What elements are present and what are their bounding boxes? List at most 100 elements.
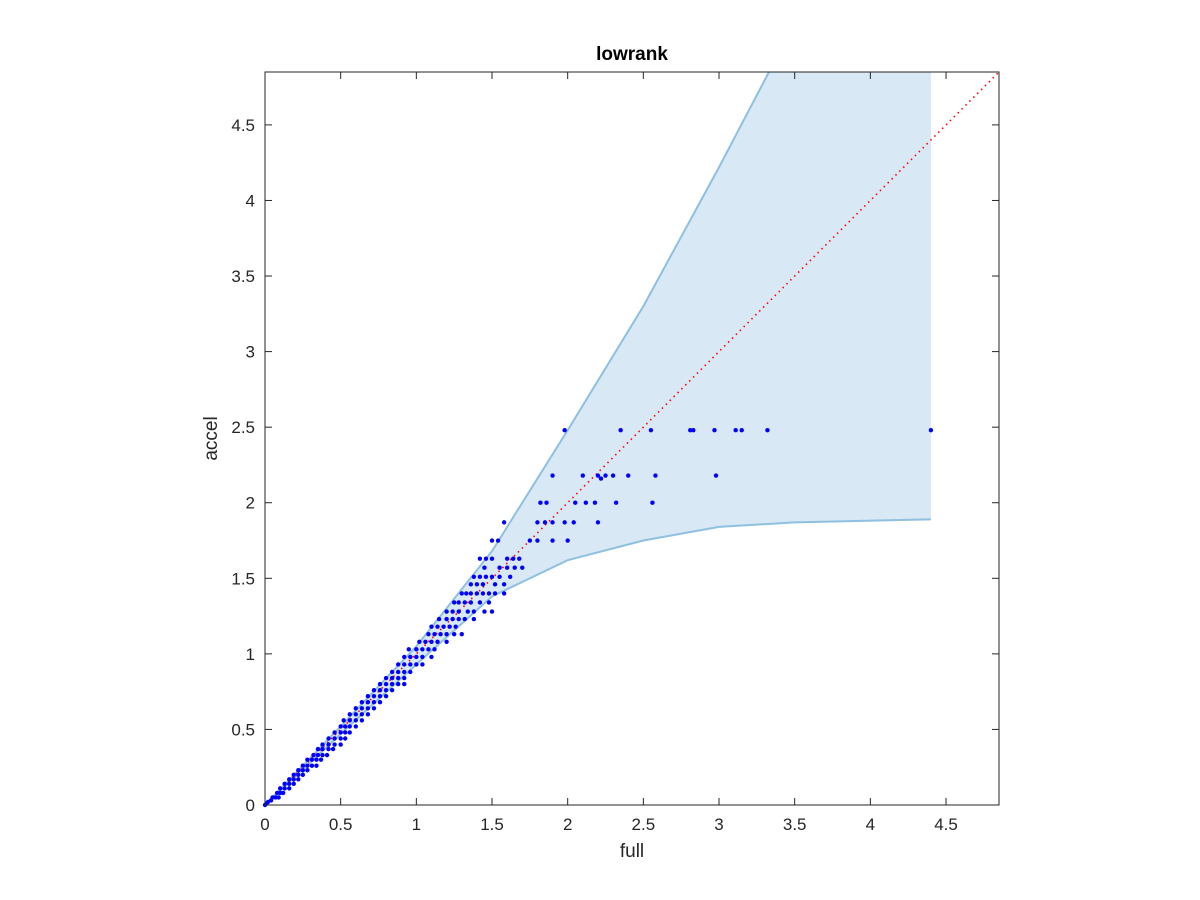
data-point — [273, 795, 278, 800]
data-point — [562, 520, 567, 525]
x-tick-label: 2 — [563, 815, 572, 834]
data-point — [504, 565, 510, 570]
data-point — [474, 591, 480, 596]
data-point — [592, 500, 598, 505]
x-tick-label: 3 — [714, 815, 723, 834]
y-axis-ticks: 0 0.5 1 1.5 2 2.5 3 3.5 4 4.5 — [231, 116, 999, 815]
confidence-band-upper-edge — [264, 71, 770, 806]
data-point — [468, 582, 474, 587]
data-point — [618, 427, 623, 433]
axes-box — [264, 71, 1000, 806]
data-point — [311, 752, 316, 758]
x-tick-label: 4 — [866, 815, 875, 834]
data-point — [341, 718, 346, 723]
data-point — [389, 681, 395, 687]
data-point — [691, 427, 696, 433]
data-point — [580, 473, 586, 478]
data-point — [315, 752, 321, 758]
data-point — [739, 427, 744, 433]
data-point — [510, 556, 516, 561]
data-point — [441, 624, 446, 629]
data-point — [408, 662, 413, 667]
data-point — [517, 556, 522, 561]
data-point — [326, 736, 331, 741]
data-point — [277, 790, 283, 796]
x-tick-label: 0.5 — [329, 815, 353, 834]
data-point — [326, 742, 331, 747]
data-point — [277, 786, 283, 791]
data-point — [300, 763, 306, 768]
data-point — [389, 669, 395, 675]
data-point — [320, 752, 325, 758]
data-point — [402, 654, 407, 660]
data-point — [314, 763, 319, 768]
data-point — [377, 687, 383, 693]
data-point — [688, 427, 693, 433]
data-point — [462, 616, 467, 622]
data-point — [402, 662, 407, 667]
data-point — [712, 427, 717, 433]
data-point — [408, 669, 413, 675]
data-point — [444, 632, 449, 637]
data-point — [332, 742, 337, 747]
data-point — [377, 700, 383, 705]
data-point — [495, 538, 501, 543]
data-point — [471, 574, 477, 579]
y-tick-label: 0.5 — [231, 720, 255, 739]
data-point — [353, 724, 359, 729]
scatter-points — [262, 427, 934, 808]
data-point — [435, 639, 440, 644]
data-point — [512, 565, 517, 570]
y-tick-label: 4 — [246, 191, 255, 210]
data-point — [315, 746, 321, 752]
data-point — [338, 742, 343, 747]
data-point — [343, 724, 348, 729]
data-point — [320, 746, 325, 752]
data-point — [429, 654, 434, 660]
data-point — [332, 730, 337, 735]
data-point — [444, 609, 449, 614]
data-point — [343, 736, 348, 741]
data-point — [395, 681, 401, 687]
data-point — [305, 768, 310, 773]
data-point — [453, 624, 458, 629]
data-point — [477, 600, 483, 605]
data-point — [300, 768, 306, 773]
plot-area — [262, 71, 1000, 808]
data-point — [353, 718, 359, 723]
confidence-band-lower-edge — [264, 518, 931, 806]
data-point — [492, 591, 498, 596]
data-point — [365, 706, 371, 711]
data-point — [414, 647, 419, 652]
data-point — [535, 520, 540, 525]
data-point — [504, 556, 510, 561]
data-point — [535, 538, 540, 543]
data-point — [420, 647, 425, 652]
data-point — [377, 681, 383, 687]
data-point — [550, 473, 555, 478]
data-point — [483, 574, 489, 579]
data-point — [432, 647, 437, 652]
y-tick-label: 3.5 — [231, 267, 255, 286]
data-point — [282, 781, 287, 787]
data-point — [377, 693, 383, 699]
data-point — [501, 591, 507, 596]
data-point — [489, 609, 495, 614]
data-point — [365, 693, 371, 699]
data-point — [650, 500, 655, 505]
data-point — [573, 500, 578, 505]
y-tick-label: 2 — [246, 494, 255, 513]
data-point — [603, 473, 608, 478]
data-point — [359, 700, 365, 705]
data-point — [402, 675, 407, 681]
data-point — [462, 600, 467, 605]
data-point — [486, 600, 492, 605]
data-point — [414, 662, 419, 667]
data-point — [471, 609, 477, 614]
data-point — [395, 669, 401, 675]
identity-reference-line — [264, 71, 1000, 806]
data-point — [296, 777, 301, 782]
data-point — [383, 681, 389, 687]
data-point — [347, 730, 352, 735]
data-point — [347, 712, 352, 717]
